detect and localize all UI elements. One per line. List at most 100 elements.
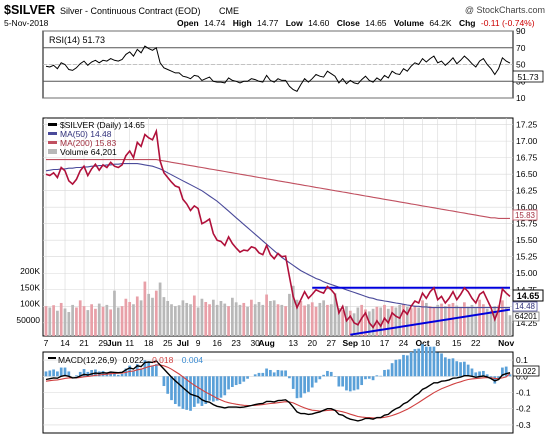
volume-bar [489, 310, 493, 336]
price-panel-frame [42, 117, 514, 337]
volume-bar [409, 308, 413, 336]
volume-bar [284, 306, 287, 336]
volume-bar [215, 304, 219, 336]
macd-histogram-bar [337, 376, 341, 387]
macd-histogram-bar [364, 376, 367, 380]
macd-histogram-bar [67, 371, 71, 377]
close-badge: 14.65 [517, 291, 540, 301]
macd-tick-label: 0.1 [516, 355, 528, 365]
volume-bar [246, 306, 249, 336]
volume-tick-label: 150K [20, 282, 40, 292]
macd-histogram-bar [485, 374, 489, 377]
macd-histogram-bar [341, 376, 345, 387]
macd-histogram-bar [398, 359, 402, 377]
date-tick-label: 22 [471, 338, 481, 348]
macd-panel[interactable]: 0.10.0-0.1-0.2-0.3 MACD(12,26,9) 0.022 0… [42, 344, 540, 434]
volume-bar [326, 304, 329, 336]
macd-histogram-bar [383, 369, 386, 377]
macd-histogram-bar [257, 372, 261, 377]
macd-histogram-bar [272, 372, 276, 377]
volume-bar [497, 305, 500, 336]
macd-histogram-bar [466, 364, 470, 377]
macd-histogram-bar [151, 365, 154, 377]
volume-bar [421, 300, 424, 336]
date-tick-label: Jul [177, 338, 189, 348]
macd-histogram-bar [394, 359, 398, 377]
macd-histogram-bar [211, 376, 215, 402]
volume-bar [295, 299, 299, 336]
rsi-tick-label: 70 [516, 43, 526, 53]
ma200-badge: 15.83 [515, 211, 536, 220]
date-tick-label: 7 [44, 338, 49, 348]
macd-histogram-bar [447, 358, 451, 377]
volume-bar [242, 302, 246, 336]
rsi-value-badge-frame [512, 70, 544, 83]
macd-histogram-bar [455, 361, 459, 377]
macd-histogram-bar [295, 376, 299, 399]
ma200-legend-swatch [48, 141, 57, 144]
volume-bar [299, 301, 303, 336]
volume-bar [383, 304, 386, 336]
volume-bar [56, 310, 59, 336]
macd-tick-label: -0.1 [516, 388, 531, 398]
macd-histogram-bar [219, 376, 223, 398]
macd-histogram-bar [482, 370, 485, 377]
ma200-badge-frame [512, 209, 538, 221]
ma200-line [46, 159, 510, 219]
macd-histogram-bar [329, 371, 333, 377]
volume-bar [132, 304, 135, 336]
volume-badge-frame [512, 311, 540, 322]
macd-histogram-bar [424, 346, 428, 377]
macd-histogram-bar [162, 376, 166, 387]
volume-bar [253, 304, 257, 336]
volume-bar [71, 304, 74, 336]
volume-bar [314, 306, 318, 336]
macd-histogram-bar [82, 369, 86, 377]
price-legend: $SILVER (Daily) 14.65 MA(50) 14.48 MA(20… [48, 120, 145, 157]
macd-tick-label: -0.3 [516, 420, 531, 430]
rsi-panel[interactable]: 9070503010 RSI(14) 51.73 51.73 [42, 26, 544, 103]
price-panel[interactable]: 17.25 17.00 16.75 16.50 16.25 16.00 15.75 15.50… [16, 117, 544, 337]
rsi-tick-label: 90 [516, 26, 526, 36]
macd-histogram-bar [242, 376, 246, 382]
volume-bar [356, 307, 360, 336]
date-tick-label: 29 [98, 338, 108, 348]
volume-badge: 64201 [515, 312, 538, 321]
price-tick-label: 15.75 [516, 219, 538, 229]
macd-histogram-bar [356, 376, 360, 390]
macd-histogram-bar [443, 357, 447, 377]
macd-legend-signal: 0.018 [152, 355, 174, 365]
volume-bar [223, 303, 227, 336]
price-tick-label: 16.25 [516, 186, 538, 196]
volume-tick-label: 200K [20, 266, 40, 276]
macd-histogram-bar [386, 369, 390, 377]
volume-bar [109, 309, 113, 336]
volume-bar [413, 305, 417, 336]
low-value: 14.60 [308, 18, 330, 28]
volume-bar [269, 301, 272, 336]
ma50-legend-swatch [48, 132, 57, 135]
macd-histogram-bar [310, 376, 314, 388]
price-legend-label: $SILVER (Daily) 14.65 [60, 120, 145, 130]
support-trendline [350, 308, 511, 336]
ohlc-line: Open 14.74 High 14.77 Low 14.60 Close 14… [177, 18, 535, 28]
macd-histogram-bar [504, 366, 508, 377]
volume-tick-label: 50000 [16, 315, 40, 325]
macd-legend-hist: 0.004 [182, 355, 204, 365]
macd-legend: MACD(12,26,9) 0.022 0.018 0.004 [58, 355, 203, 365]
date-tick-label: 17 [380, 338, 390, 348]
macd-histogram-bar [322, 374, 325, 377]
volume-bar [135, 296, 139, 336]
date-tick-label: 24 [399, 338, 409, 348]
macd-histogram-bar [291, 376, 295, 389]
volume-bar [94, 308, 97, 336]
macd-histogram-bar [44, 371, 48, 377]
macd-histogram-bar [269, 369, 272, 377]
volume-bar [303, 305, 306, 336]
high-value: 14.77 [257, 18, 279, 28]
volume-bar [478, 299, 481, 336]
macd-histogram-bar [196, 376, 200, 404]
stockcharts-watermark[interactable]: @ StockCharts.com [465, 5, 545, 15]
